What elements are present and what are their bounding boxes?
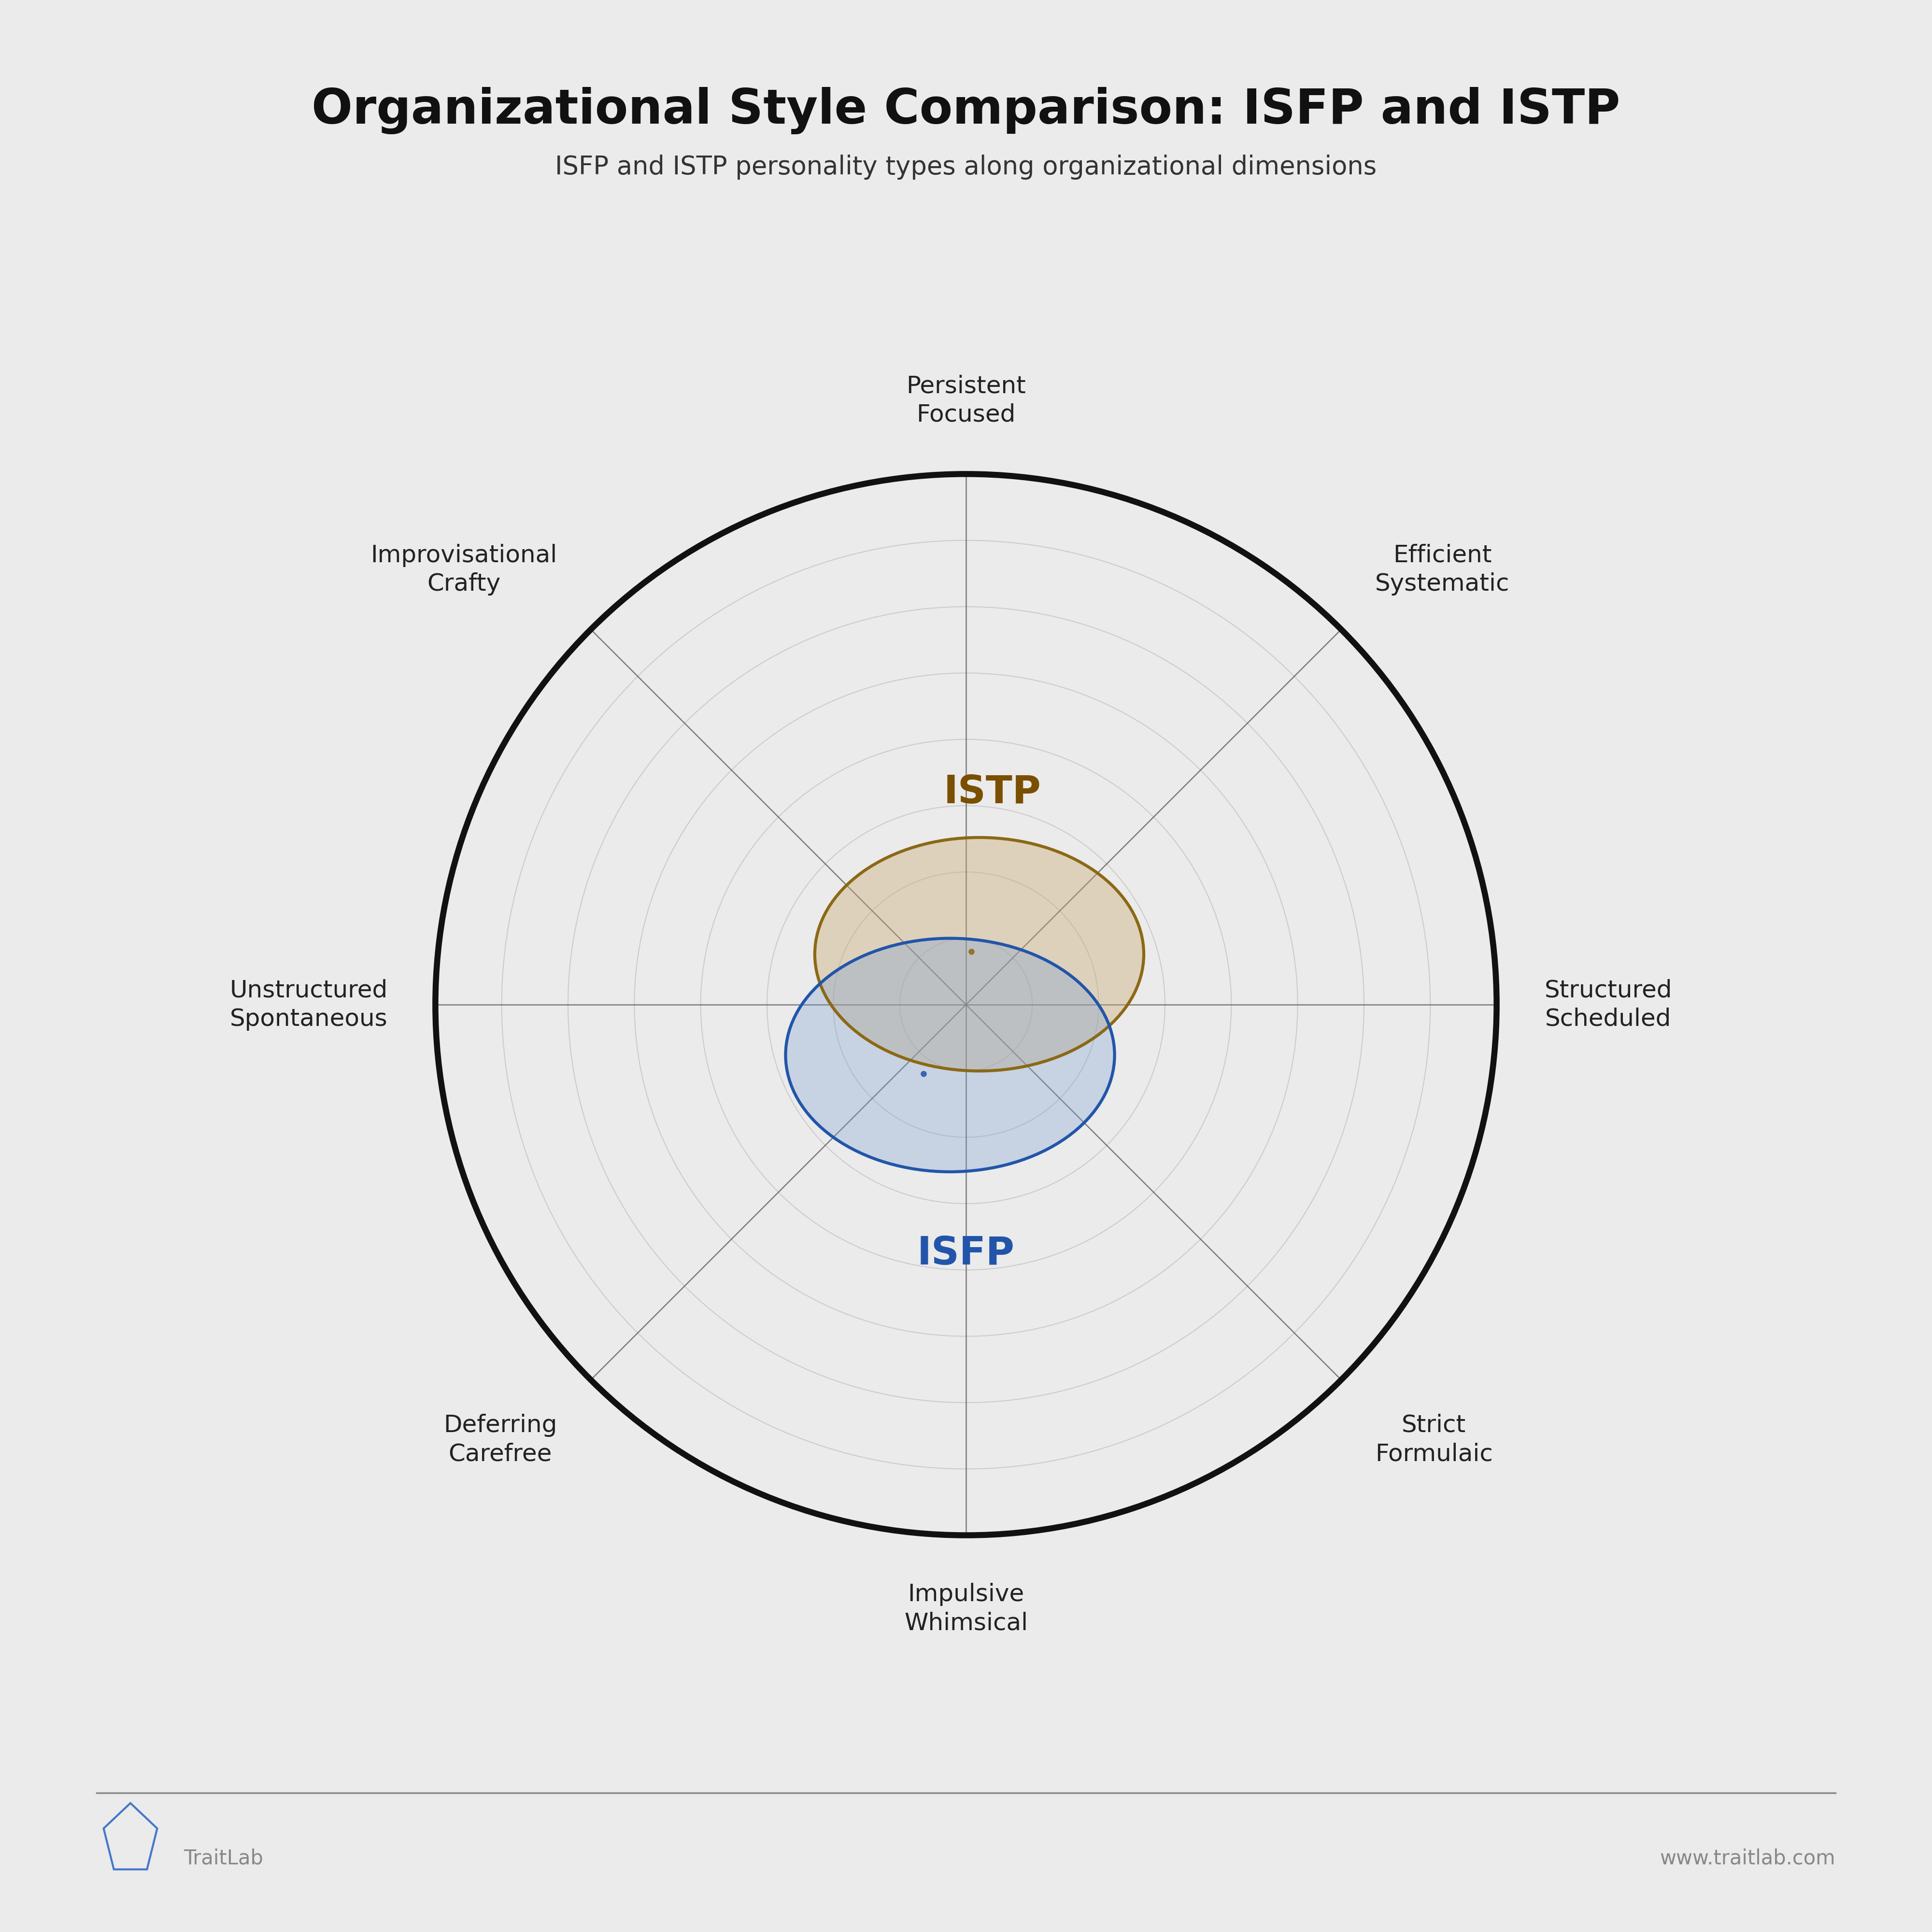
- Text: Strict
Formulaic: Strict Formulaic: [1376, 1414, 1493, 1466]
- Text: Deferring
Carefree: Deferring Carefree: [442, 1414, 556, 1466]
- Text: Organizational Style Comparison: ISFP and ISTP: Organizational Style Comparison: ISFP an…: [311, 87, 1621, 135]
- Ellipse shape: [786, 939, 1115, 1173]
- Text: www.traitlab.com: www.traitlab.com: [1660, 1849, 1835, 1868]
- Text: ISTP: ISTP: [945, 773, 1041, 811]
- Text: Efficient
Systematic: Efficient Systematic: [1376, 543, 1509, 595]
- Text: ISFP: ISFP: [918, 1235, 1014, 1273]
- Text: Persistent
Focused: Persistent Focused: [906, 375, 1026, 427]
- Ellipse shape: [815, 837, 1144, 1070]
- Text: Impulsive
Whimsical: Impulsive Whimsical: [904, 1582, 1028, 1634]
- Text: Unstructured
Spontaneous: Unstructured Spontaneous: [230, 980, 388, 1030]
- Text: TraitLab: TraitLab: [184, 1849, 263, 1868]
- Text: Improvisational
Crafty: Improvisational Crafty: [371, 543, 556, 595]
- Text: ISFP and ISTP personality types along organizational dimensions: ISFP and ISTP personality types along or…: [554, 155, 1378, 180]
- Text: Structured
Scheduled: Structured Scheduled: [1544, 980, 1671, 1030]
